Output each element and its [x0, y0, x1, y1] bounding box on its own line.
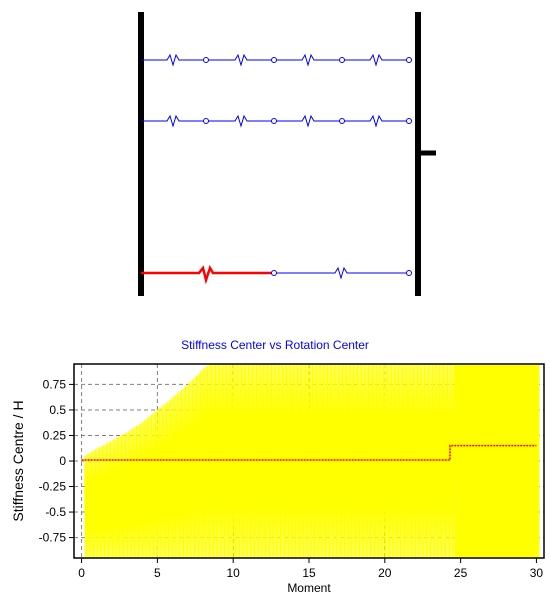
- spring-node: [406, 270, 412, 276]
- x-tick-label: 25: [454, 566, 468, 580]
- y-tick-label: -0.75: [39, 531, 67, 545]
- stiffness-centre-line: [81, 444, 537, 461]
- x-tick-label: 10: [227, 566, 241, 580]
- spring-node: [339, 57, 345, 63]
- failed-spring: [141, 265, 274, 285]
- y-axis-title: Stiffness Centre / H: [10, 400, 26, 521]
- y-tick-label: 0: [59, 454, 66, 468]
- x-tick-label: 30: [530, 566, 544, 580]
- response-saturated-fill: [454, 364, 540, 558]
- spring-node: [271, 57, 277, 63]
- spring-node: [203, 57, 209, 63]
- spring-node: [271, 118, 277, 124]
- spring-node: [271, 270, 277, 276]
- structure-diagram: [138, 12, 436, 296]
- x-axis-title: Moment: [287, 581, 331, 595]
- spring-row-1: [141, 53, 412, 67]
- x-tick-label: 20: [378, 566, 392, 580]
- y-tick-label: 0.75: [43, 377, 67, 391]
- spring: [274, 266, 409, 280]
- spring-node: [339, 118, 345, 124]
- x-tick-label: 5: [154, 566, 161, 580]
- spring-row-3: [141, 265, 412, 285]
- spring-node: [406, 118, 412, 124]
- x-tick-label: 15: [302, 566, 316, 580]
- spring-row-2: [141, 114, 412, 128]
- chart: 0 5 10 15 20 25 30 0.75 0.5 0.25 0 -0.25 -0.5 -0.75 Mo…: [10, 363, 545, 595]
- spring-node: [406, 57, 412, 63]
- spring-node: [203, 118, 209, 124]
- x-tick-label: 0: [78, 566, 85, 580]
- y-tick-label: -0.5: [45, 505, 66, 519]
- chart-title: Stiffness Center vs Rotation Center: [181, 338, 369, 352]
- y-tick-label: 0.5: [49, 403, 66, 417]
- y-tick-label: 0.25: [43, 428, 67, 442]
- y-tick-label: -0.25: [39, 480, 67, 494]
